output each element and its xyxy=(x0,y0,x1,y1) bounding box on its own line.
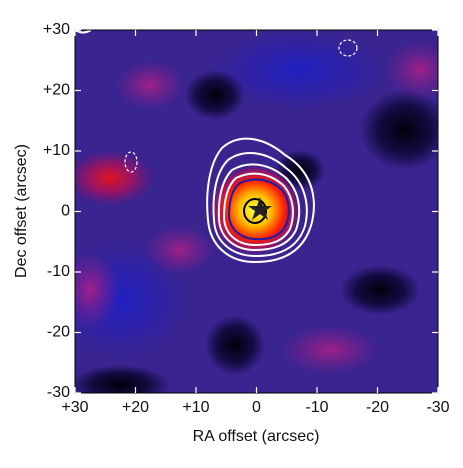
x-tick-label: 0 xyxy=(252,399,261,416)
x-axis-label: RA offset (arcsec) xyxy=(193,428,320,445)
y-tick-label: -30 xyxy=(47,384,70,401)
x-tick-label: -10 xyxy=(305,399,328,416)
y-tick-label: +30 xyxy=(43,21,70,38)
y-tick-label: 0 xyxy=(61,203,70,220)
y-tick-label: -10 xyxy=(47,263,70,280)
y-tick-label: +20 xyxy=(43,82,70,99)
y-tick-label: -20 xyxy=(47,324,70,341)
x-tick-label: -20 xyxy=(366,399,389,416)
y-tick-label: +10 xyxy=(43,142,70,159)
x-tick-label: -30 xyxy=(426,399,449,416)
x-tick-label: +30 xyxy=(61,399,88,416)
x-tick-label: +10 xyxy=(182,399,209,416)
image xyxy=(75,30,438,393)
y-axis-label: Dec offset (arcsec) xyxy=(13,144,30,278)
x-tick-label: +20 xyxy=(122,399,149,416)
